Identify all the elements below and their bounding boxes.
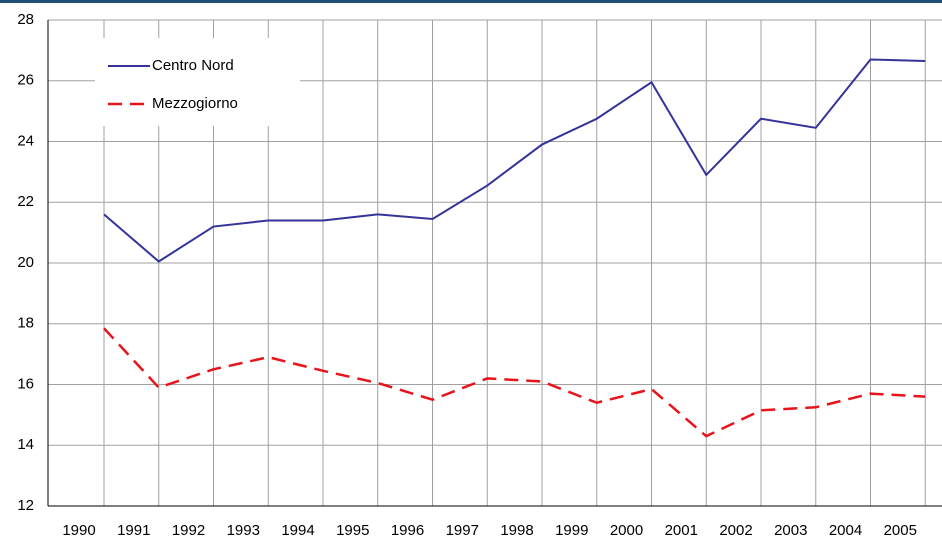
- x-tick-label: 1998: [500, 522, 533, 539]
- y-tick-label: 24: [17, 132, 34, 149]
- x-tick-label: 2004: [829, 522, 862, 539]
- y-tick-label: 28: [17, 11, 34, 28]
- y-tick-label: 22: [17, 193, 34, 210]
- top-border: [0, 0, 942, 3]
- x-tick-label: 1999: [555, 522, 588, 539]
- x-tick-label: 2005: [884, 522, 917, 539]
- y-tick-label: 20: [17, 254, 34, 271]
- x-tick-label: 1991: [117, 522, 150, 539]
- legend-label: Mezzogiorno: [152, 95, 238, 112]
- x-tick-label: 1995: [336, 522, 369, 539]
- x-tick-label: 1992: [172, 522, 205, 539]
- x-tick-label: 1994: [281, 522, 314, 539]
- y-tick-label: 26: [17, 72, 34, 89]
- x-tick-label: 2002: [719, 522, 752, 539]
- x-tick-label: 2000: [610, 522, 643, 539]
- legend-label: Centro Nord: [152, 57, 234, 74]
- x-tick-label: 1993: [227, 522, 260, 539]
- x-tick-label: 2001: [665, 522, 698, 539]
- x-tick-label: 1997: [446, 522, 479, 539]
- y-tick-label: 12: [17, 497, 34, 514]
- legend-box: [95, 38, 300, 126]
- y-tick-label: 14: [17, 436, 34, 453]
- x-tick-label: 1996: [391, 522, 424, 539]
- y-tick-label: 16: [17, 375, 34, 392]
- x-tick-label: 1990: [62, 522, 95, 539]
- data-line: [103, 327, 926, 438]
- y-tick-label: 18: [17, 315, 34, 332]
- data-line: [103, 58, 926, 263]
- x-tick-label: 2003: [774, 522, 807, 539]
